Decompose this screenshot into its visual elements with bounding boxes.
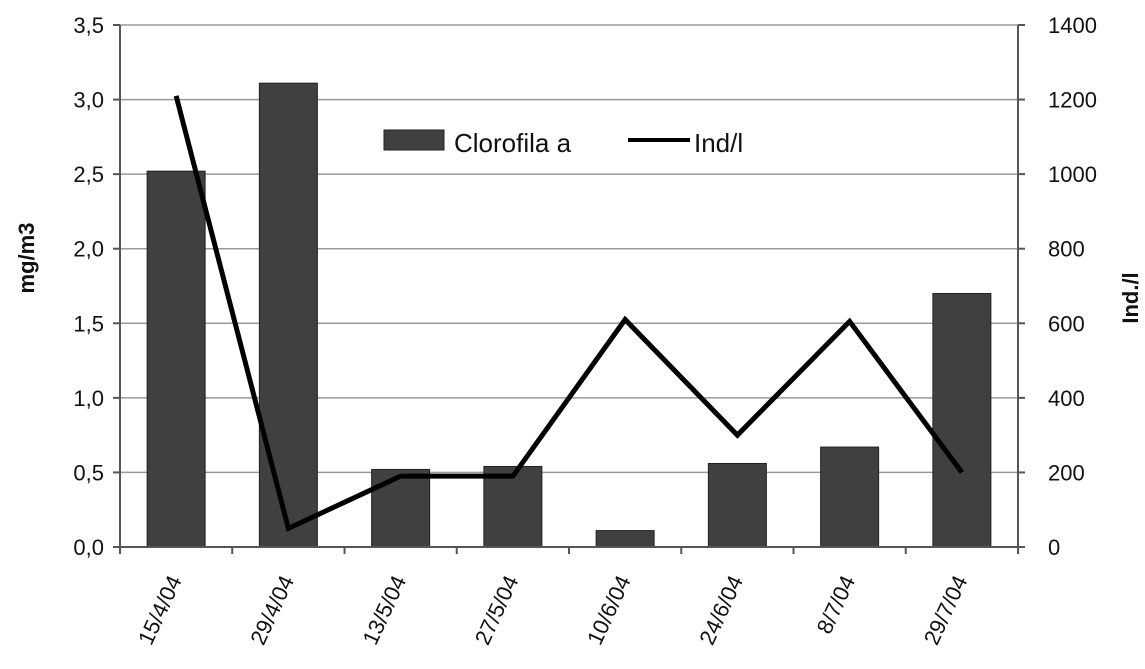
line-series-ind bbox=[173, 95, 964, 532]
y2-tick-label: 600 bbox=[1048, 311, 1085, 336]
bar-29/4/04 bbox=[258, 82, 318, 548]
line-ind bbox=[173, 95, 964, 532]
legend-label-clorofila: Clorofila a bbox=[454, 128, 572, 158]
legend-label-ind: Ind/l bbox=[694, 128, 743, 158]
y2-tick-label: 400 bbox=[1048, 386, 1085, 411]
y-tick-label: 0,0 bbox=[73, 535, 104, 560]
y2-tick-label: 1200 bbox=[1048, 88, 1097, 113]
bar-15/4/04 bbox=[146, 170, 206, 548]
y2-axis-title: Ind./l bbox=[1118, 272, 1143, 323]
y-tick-label: 2,5 bbox=[73, 162, 104, 187]
x-tick-label: 10/6/04 bbox=[582, 572, 636, 649]
legend-swatch-clorofila bbox=[383, 129, 445, 151]
legend: Clorofila a Ind/l bbox=[383, 128, 743, 158]
y2-tick-label: 800 bbox=[1048, 237, 1085, 262]
x-tick-label: 27/5/04 bbox=[470, 572, 524, 649]
axes bbox=[113, 24, 1025, 554]
y-tick-label: 3,5 bbox=[73, 13, 104, 38]
y2-tick-label: 1400 bbox=[1048, 13, 1097, 38]
y2-tick-label: 1000 bbox=[1048, 162, 1097, 187]
y-axis-title: mg/m3 bbox=[14, 223, 39, 294]
y-tick-label: 3,0 bbox=[73, 88, 104, 113]
x-tick-label: 8/7/04 bbox=[812, 572, 861, 638]
bar-24/6/04 bbox=[707, 462, 767, 548]
bar-27/5/04 bbox=[483, 465, 543, 548]
y-axis-tick-labels: 0,0 0,5 1,0 1,5 2,0 2,5 3,0 3,5 bbox=[73, 13, 104, 560]
x-tick-label: 29/7/04 bbox=[919, 572, 973, 649]
y2-tick-label: 0 bbox=[1048, 535, 1060, 560]
bar-29/7/04 bbox=[932, 292, 992, 548]
y2-axis-tick-labels: 0 200 400 600 800 1000 1200 1400 bbox=[1048, 13, 1097, 560]
y-tick-label: 0,5 bbox=[73, 460, 104, 485]
bar-8/7/04 bbox=[820, 446, 880, 548]
bar-series-clorofila bbox=[146, 82, 992, 548]
bar-13/5/04 bbox=[371, 468, 431, 548]
x-tick-label: 24/6/04 bbox=[694, 572, 748, 649]
bar-10/6/04 bbox=[595, 530, 655, 548]
x-tick-label: 13/5/04 bbox=[357, 572, 411, 649]
y-tick-label: 2,0 bbox=[73, 237, 104, 262]
y-tick-label: 1,0 bbox=[73, 386, 104, 411]
gridlines bbox=[120, 24, 1018, 548]
y2-tick-label: 200 bbox=[1048, 460, 1085, 485]
x-axis-tick-labels: 15/4/04 29/4/04 13/5/04 27/5/04 10/6/04 24/6/… bbox=[133, 572, 972, 649]
y-tick-label: 1,5 bbox=[73, 311, 104, 336]
x-tick-label: 29/4/04 bbox=[245, 572, 299, 649]
x-tick-label: 15/4/04 bbox=[133, 572, 187, 649]
